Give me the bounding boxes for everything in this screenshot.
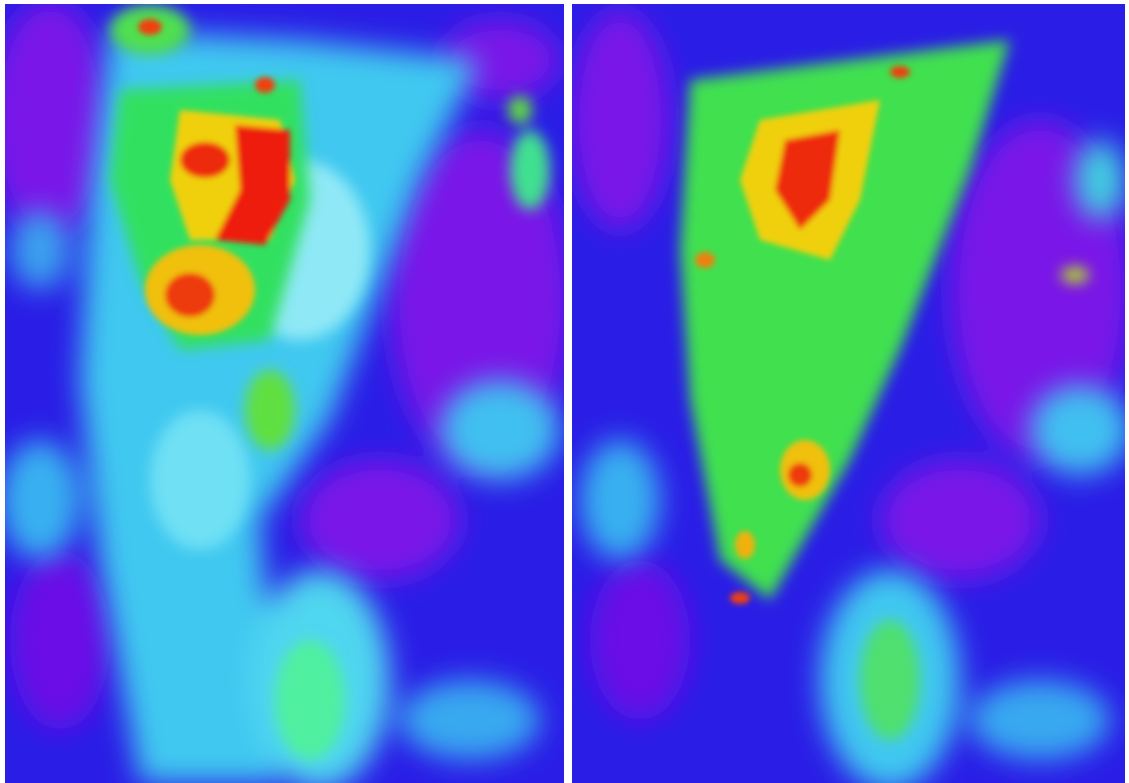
right-heatmap xyxy=(570,4,1129,783)
left-heatmap xyxy=(0,0,570,783)
heatmap-comparison xyxy=(0,0,1129,783)
